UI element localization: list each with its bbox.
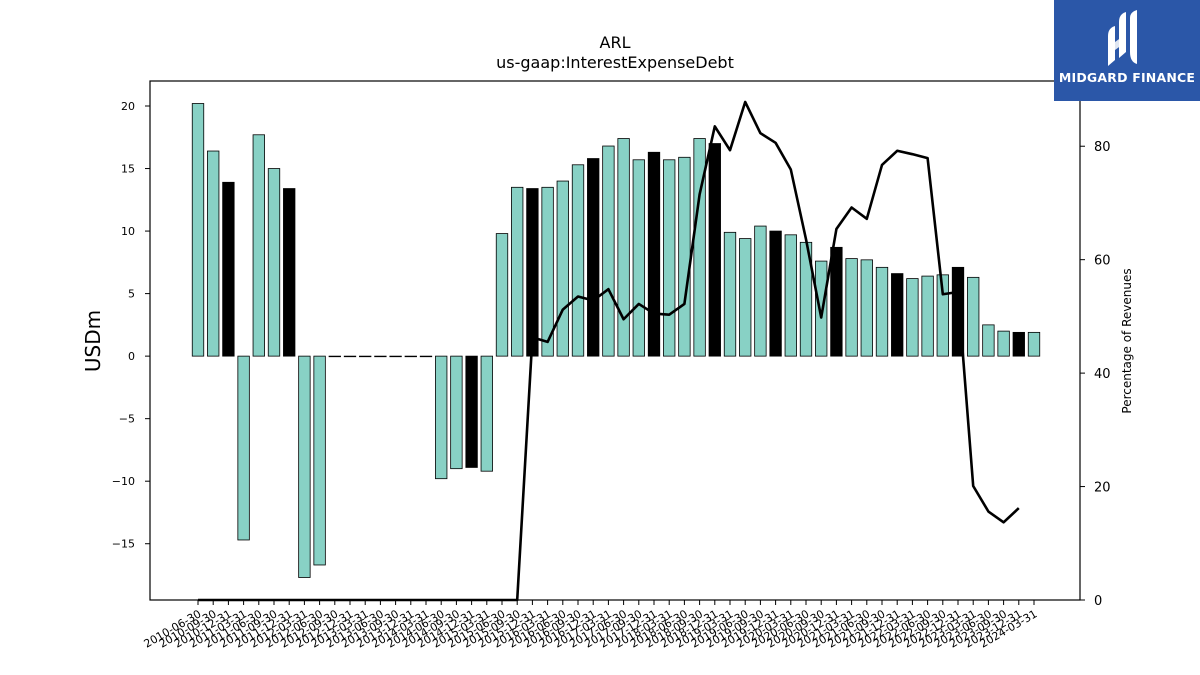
y-tick-label: 10 <box>121 225 135 238</box>
bar <box>951 266 965 357</box>
bar <box>663 159 676 357</box>
bar <box>541 186 554 357</box>
midgard-m-logo-icon <box>1108 10 1137 66</box>
bar <box>647 151 661 357</box>
bar <box>891 273 904 357</box>
y2-tick-label: 0 <box>1094 594 1102 609</box>
plot-frame <box>149 80 1081 601</box>
bar <box>997 330 1010 357</box>
bar <box>404 355 417 358</box>
bar <box>526 188 539 357</box>
chart-subtitle: us-gaap:InterestExpenseDebt <box>496 53 734 72</box>
y-tick-label: 0 <box>128 350 135 363</box>
bar <box>191 103 205 357</box>
bar <box>739 238 752 357</box>
y-tick-label: 20 <box>121 100 135 113</box>
bar <box>875 266 889 357</box>
bar <box>267 168 281 357</box>
bar <box>784 234 797 357</box>
bar <box>571 164 585 357</box>
chart-title: ARL <box>600 33 631 52</box>
bar <box>389 355 402 358</box>
y2-tick-label: 40 <box>1094 367 1111 382</box>
bar <box>723 231 737 357</box>
bar <box>921 275 934 357</box>
bar <box>678 156 691 357</box>
bar <box>313 355 326 566</box>
bar <box>860 259 873 357</box>
bar <box>343 355 357 358</box>
bar <box>556 180 569 357</box>
bar <box>328 355 341 358</box>
y-tick-label: 15 <box>121 163 135 176</box>
bar <box>936 274 949 357</box>
bar <box>480 355 493 472</box>
bar <box>769 230 782 357</box>
bar <box>237 355 250 541</box>
bar <box>845 258 858 357</box>
bar <box>693 138 706 357</box>
bar <box>1012 331 1025 357</box>
bar <box>967 276 980 357</box>
y2-tick-label: 60 <box>1094 254 1111 269</box>
bar <box>283 188 296 357</box>
bar <box>754 225 767 357</box>
bar <box>222 181 235 357</box>
bar <box>450 355 463 470</box>
y2-tick-label: 20 <box>1094 481 1111 496</box>
bar <box>298 355 311 578</box>
bar <box>465 355 478 468</box>
y-tick-label: −10 <box>112 475 135 488</box>
y2-tick-label: 80 <box>1094 140 1111 155</box>
bar <box>632 159 645 357</box>
bar <box>252 134 265 357</box>
bar <box>207 150 220 357</box>
y-tick-label: 5 <box>128 288 135 301</box>
bar <box>435 355 448 480</box>
y2-axis-label: Percentage of Revenues <box>1120 268 1134 413</box>
bar <box>419 355 433 358</box>
y2-axis: 0 20 40 60 80 <box>1080 140 1111 609</box>
brand-name: MIDGARD FINANCE <box>1058 70 1196 85</box>
bar <box>906 278 919 357</box>
bar <box>830 246 843 357</box>
y-axis-label: USDm <box>81 310 105 372</box>
y-tick-label: −5 <box>119 413 135 426</box>
x-axis: 2010-06-302010-09-302010-12-312011-03-31… <box>142 600 1040 651</box>
bar <box>511 186 524 357</box>
bar <box>708 143 721 357</box>
bar <box>359 355 372 358</box>
y-axis: −15 −10 −5 0 5 10 15 20 <box>112 100 150 551</box>
bar-series <box>191 103 1041 578</box>
bar <box>495 233 509 357</box>
brand-logo: MIDGARD FINANCE <box>1054 0 1200 101</box>
bar <box>587 158 600 357</box>
bar <box>602 145 615 357</box>
y-tick-label: −15 <box>112 538 135 551</box>
bar <box>374 355 387 358</box>
bar <box>617 138 630 357</box>
bar <box>1027 331 1041 357</box>
bar <box>815 260 828 357</box>
bar <box>982 324 995 357</box>
